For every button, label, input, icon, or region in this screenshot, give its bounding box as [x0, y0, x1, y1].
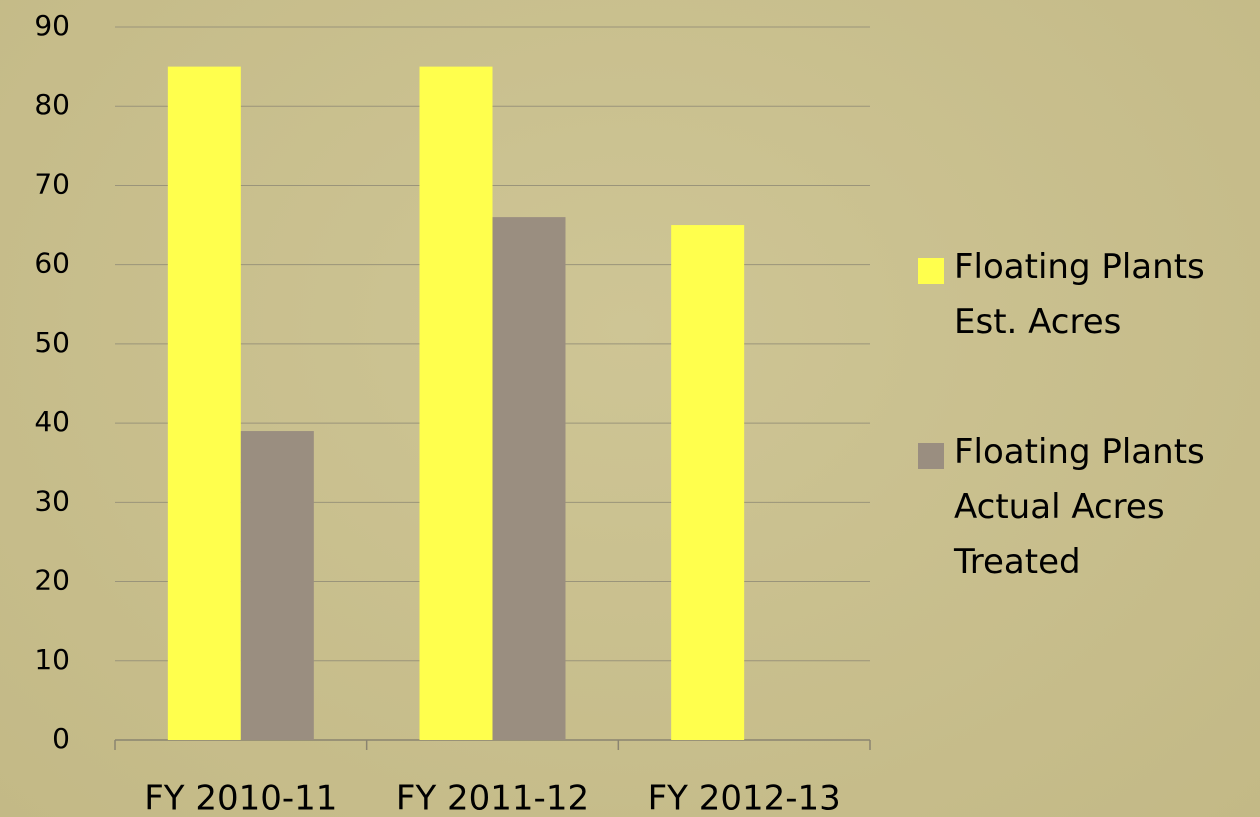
y-tick-label: 70 [34, 167, 70, 200]
bar [671, 225, 745, 741]
y-tick-label: 60 [34, 247, 70, 280]
y-tick-label: 30 [34, 484, 70, 517]
bar [419, 66, 493, 741]
x-tick-label: FY 2012-13 [648, 779, 841, 817]
y-tick-label: 90 [34, 9, 70, 42]
legend-swatch [918, 443, 944, 469]
legend-label: Floating Plants Actual Acres Treated [954, 432, 1205, 582]
legend-label: Floating Plants Est. Acres [954, 247, 1205, 342]
bar [167, 66, 241, 741]
legend-swatch [918, 258, 944, 284]
x-tick-label: FY 2010-11 [144, 779, 337, 817]
x-tick-label: FY 2011-12 [396, 779, 589, 817]
y-tick-label: 0 [52, 722, 70, 755]
y-tick-label: 10 [34, 643, 70, 676]
bar [492, 217, 566, 741]
y-tick-label: 50 [34, 326, 70, 359]
y-tick-label: 80 [34, 88, 70, 121]
bar [240, 431, 314, 740]
y-tick-label: 40 [34, 405, 70, 438]
y-tick-label: 20 [34, 564, 70, 597]
